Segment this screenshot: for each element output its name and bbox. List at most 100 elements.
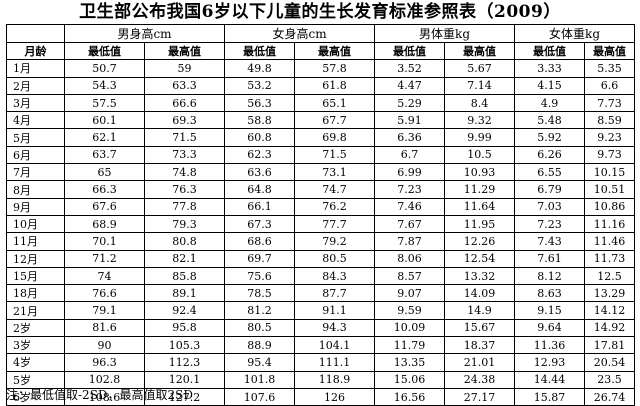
- value-cell: 6.6: [584, 76, 636, 95]
- value-cell: 12.93: [514, 353, 586, 372]
- value-cell: 77.8: [143, 197, 226, 216]
- table-row: 11月 70.1 80.8 68.6 79.2 7.87 12.26 7.43 11.46: [6, 232, 636, 251]
- value-cell: 14.92: [584, 318, 636, 338]
- value-cell: 69.3: [143, 111, 226, 130]
- table-row: 1月 50.7 59 49.8 57.8 3.52 5.67 3.33 5.35: [6, 59, 636, 78]
- value-cell: 8.57: [374, 266, 446, 286]
- value-cell: 54.3: [64, 76, 145, 95]
- value-cell: 15.06: [374, 370, 446, 389]
- value-cell: 75.6: [224, 266, 296, 286]
- value-cell: 69.7: [224, 249, 296, 268]
- value-cell: 49.8: [224, 59, 296, 78]
- value-cell: 95.4: [224, 353, 296, 372]
- value-cell: 10.51: [584, 180, 636, 199]
- value-cell: 9.23: [584, 128, 636, 147]
- sub-header-min: 最低值: [514, 41, 586, 61]
- value-cell: 16.56: [374, 387, 446, 406]
- value-cell: 10.15: [584, 163, 636, 182]
- value-cell: 21.01: [444, 353, 516, 372]
- value-cell: 92.4: [143, 301, 226, 320]
- value-cell: 12.54: [444, 249, 516, 268]
- value-cell: 74.8: [143, 163, 226, 182]
- sub-header-max: 最高值: [444, 41, 516, 61]
- value-cell: 13.35: [374, 353, 446, 372]
- value-cell: 50.7: [64, 59, 145, 78]
- value-cell: 66.3: [64, 180, 145, 199]
- sub-header-row: 月龄 最低值 最高值 最低值 最高值 最低值 最高值 最低值 最高值: [6, 41, 636, 61]
- value-cell: 66.6: [143, 93, 226, 113]
- group-header-male-weight: 男体重kg: [374, 24, 516, 43]
- age-cell: 15月: [6, 266, 65, 286]
- value-cell: 12.26: [444, 232, 516, 251]
- value-cell: 8.59: [584, 111, 636, 130]
- value-cell: 10.09: [374, 318, 446, 338]
- value-cell: 10.86: [584, 197, 636, 216]
- value-cell: 63.6: [224, 163, 296, 182]
- value-cell: 74: [64, 266, 145, 286]
- value-cell: 80.5: [224, 318, 296, 338]
- value-cell: 96.3: [64, 353, 145, 372]
- value-cell: 79.2: [294, 232, 376, 251]
- table-row: 4月 60.1 69.3 58.8 67.7 5.91 9.32 5.48 8.59: [6, 111, 636, 130]
- value-cell: 71.2: [64, 249, 145, 268]
- value-cell: 77.7: [294, 214, 376, 234]
- value-cell: 26.74: [584, 387, 636, 406]
- value-cell: 95.8: [143, 318, 226, 338]
- age-cell: 7月: [6, 163, 65, 182]
- table-row: 18月 76.6 89.1 78.5 87.7 9.07 14.09 8.63 13.29: [6, 284, 636, 303]
- value-cell: 11.79: [374, 336, 446, 355]
- value-cell: 73.1: [294, 163, 376, 182]
- value-cell: 7.73: [584, 93, 636, 113]
- age-cell: 11月: [6, 232, 65, 251]
- value-cell: 71.5: [294, 145, 376, 165]
- value-cell: 81.2: [224, 301, 296, 320]
- value-cell: 68.6: [224, 232, 296, 251]
- table-row: 3岁 90 105.3 88.9 104.1 11.79 18.37 11.36 17.81: [6, 336, 636, 355]
- value-cell: 89.1: [143, 284, 226, 303]
- value-cell: 65.1: [294, 93, 376, 113]
- value-cell: 63.7: [64, 145, 145, 165]
- value-cell: 27.17: [444, 387, 516, 406]
- table-row: 6月 63.7 73.3 62.3 71.5 6.7 10.5 6.26 9.73: [6, 145, 636, 165]
- value-cell: 7.23: [514, 214, 586, 234]
- age-cell: 18月: [6, 284, 65, 303]
- value-cell: 18.37: [444, 336, 516, 355]
- value-cell: 7.67: [374, 214, 446, 234]
- value-cell: 15.67: [444, 318, 516, 338]
- age-cell: 8月: [6, 180, 65, 199]
- age-cell: 10月: [6, 214, 65, 234]
- value-cell: 5.48: [514, 111, 586, 130]
- value-cell: 20.54: [584, 353, 636, 372]
- table-row: 21月 79.1 92.4 81.2 91.1 9.59 14.9 9.15 14.12: [6, 301, 636, 320]
- value-cell: 4.47: [374, 76, 446, 95]
- value-cell: 9.99: [444, 128, 516, 147]
- value-cell: 69.8: [294, 128, 376, 147]
- value-cell: 87.7: [294, 284, 376, 303]
- table-row: 4岁 96.3 112.3 95.4 111.1 13.35 21.01 12.93 20.54: [6, 353, 636, 372]
- value-cell: 5.92: [514, 128, 586, 147]
- value-cell: 70.1: [64, 232, 145, 251]
- age-cell: 4岁: [6, 353, 65, 372]
- value-cell: 68.9: [64, 214, 145, 234]
- value-cell: 7.87: [374, 232, 446, 251]
- value-cell: 57.5: [64, 93, 145, 113]
- value-cell: 4.15: [514, 76, 586, 95]
- value-cell: 6.36: [374, 128, 446, 147]
- value-cell: 112.3: [143, 353, 226, 372]
- value-cell: 4.9: [514, 93, 586, 113]
- value-cell: 11.16: [584, 214, 636, 234]
- value-cell: 13.29: [584, 284, 636, 303]
- age-cell: 5月: [6, 128, 65, 147]
- value-cell: 80.8: [143, 232, 226, 251]
- value-cell: 9.07: [374, 284, 446, 303]
- value-cell: 81.6: [64, 318, 145, 338]
- sub-header-max: 最高值: [294, 41, 376, 61]
- value-cell: 10.5: [444, 145, 516, 165]
- table-row: 5月 62.1 71.5 60.8 69.8 6.36 9.99 5.92 9.23: [6, 128, 636, 147]
- age-cell: 21月: [6, 301, 65, 320]
- value-cell: 59: [143, 59, 226, 78]
- value-cell: 14.12: [584, 301, 636, 320]
- value-cell: 111.1: [294, 353, 376, 372]
- value-cell: 79.3: [143, 214, 226, 234]
